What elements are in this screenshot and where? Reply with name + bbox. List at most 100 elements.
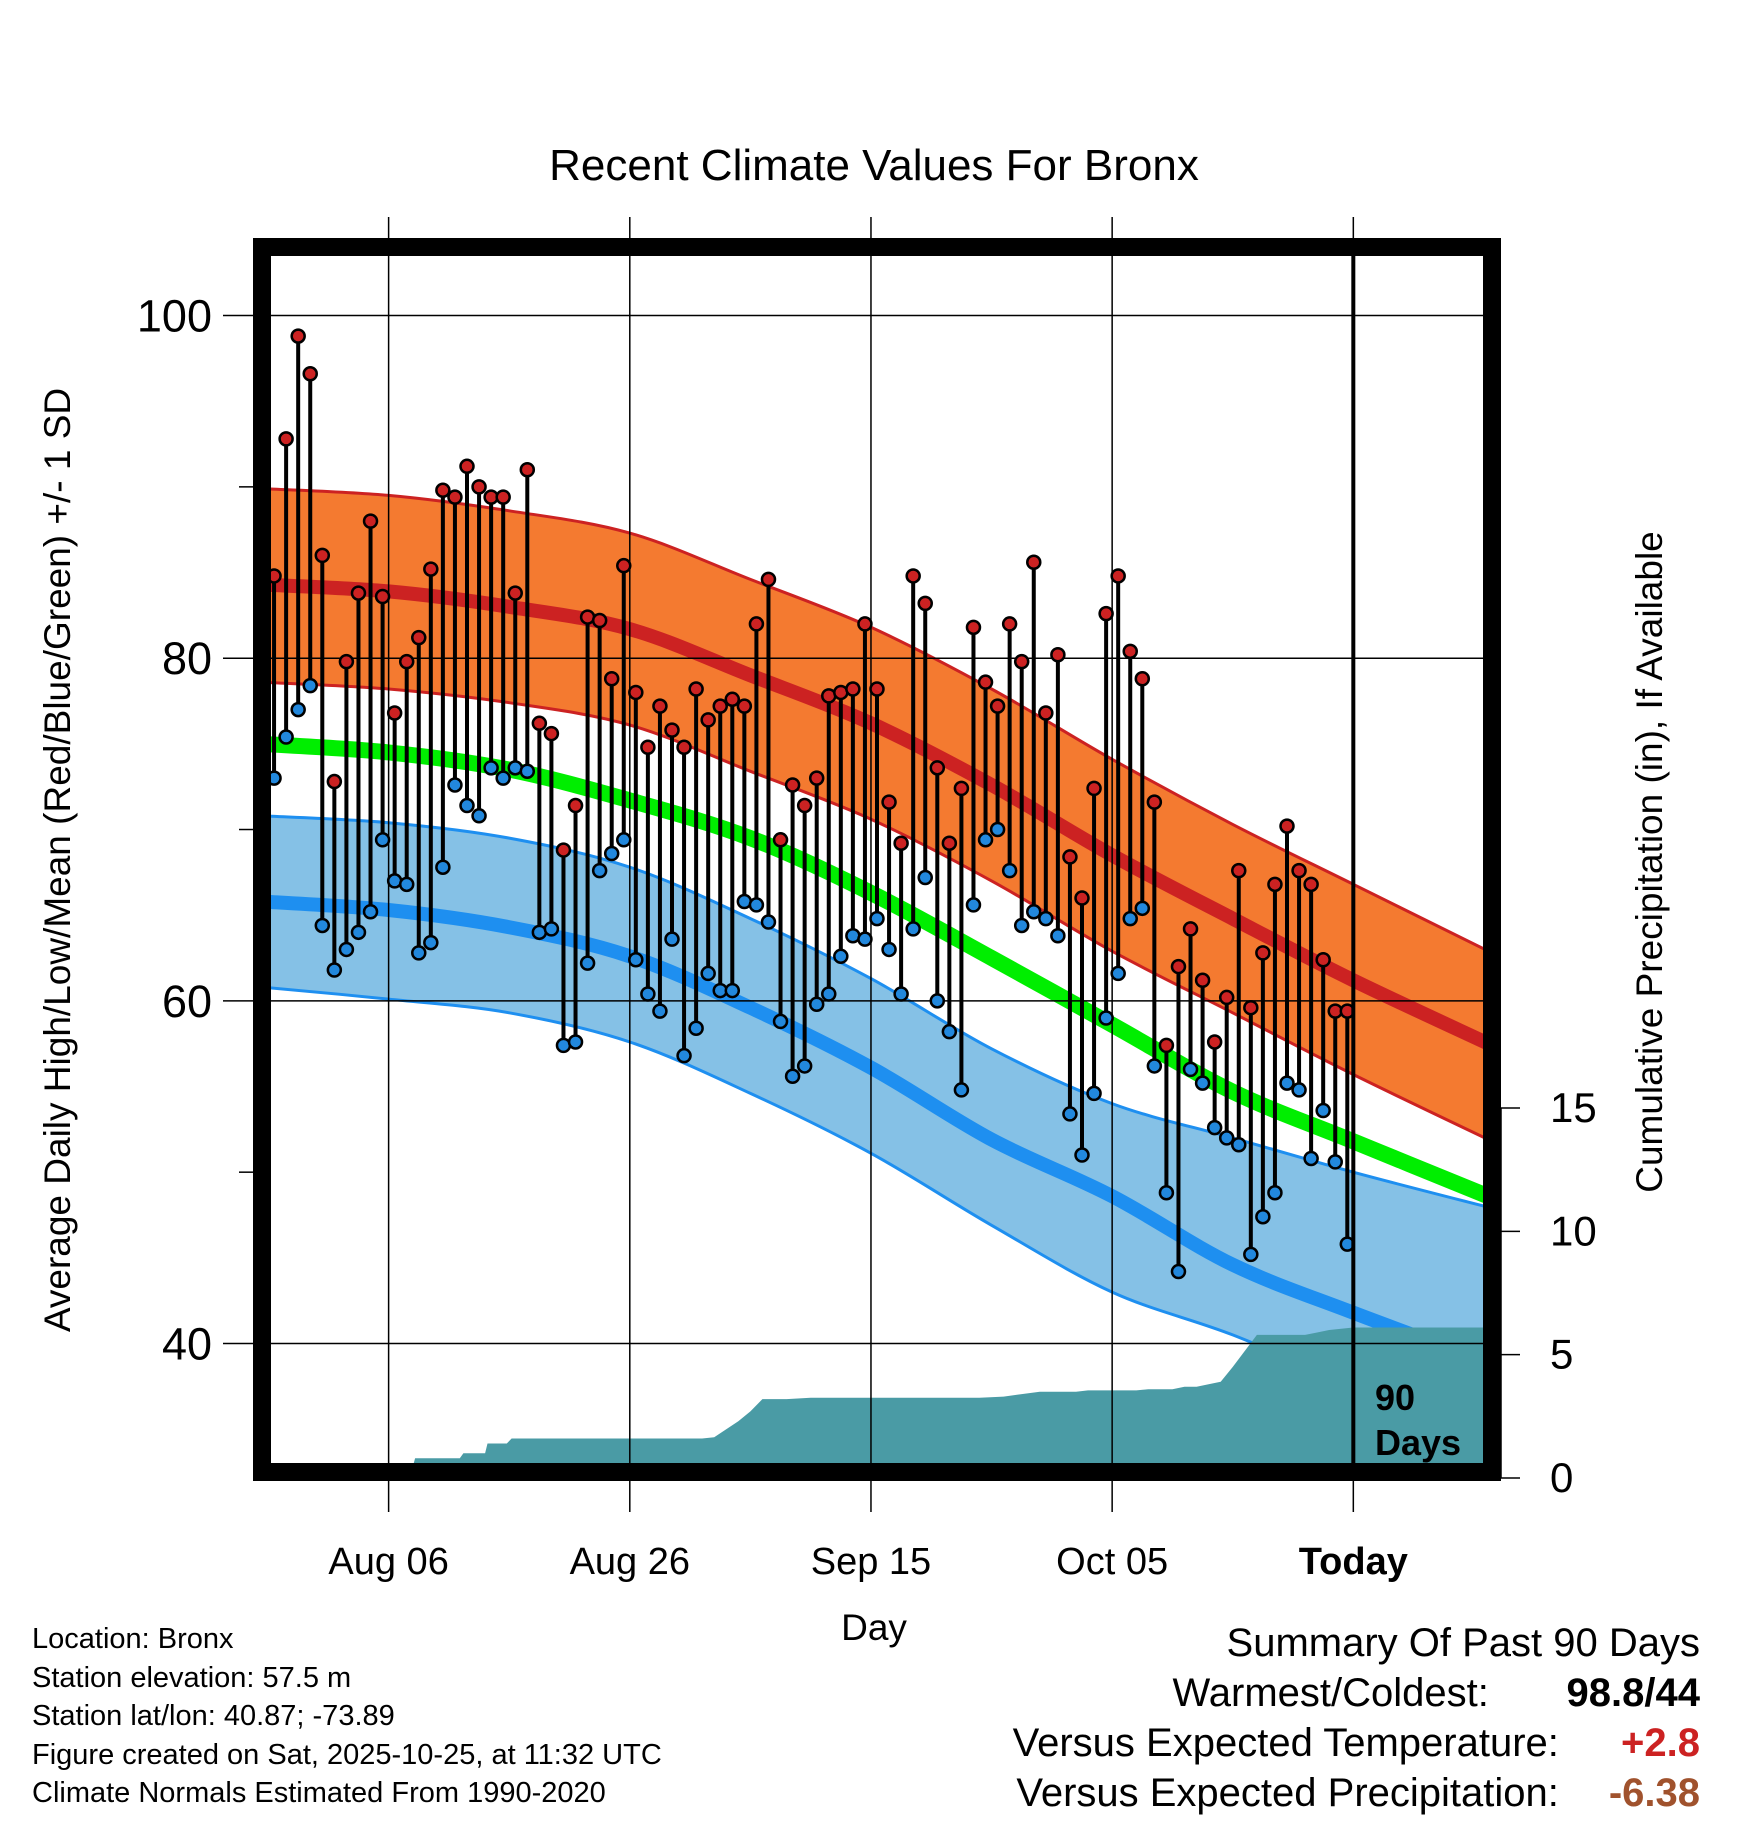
created-text: Figure created on Sat, 2025-10-25, at 11…	[32, 1738, 662, 1771]
daily-high-dot	[772, 832, 789, 848]
daily-low-dot	[1231, 1137, 1247, 1153]
y-axis-label: Average Daily High/Low/Mean (Red/Blue/Gr…	[37, 388, 78, 1332]
daily-high-dot	[1194, 972, 1211, 989]
latlon-text: Station lat/lon: 40.87; -73.89	[32, 1700, 395, 1732]
daily-low-dot	[652, 1003, 668, 1019]
daily-low-dot	[772, 1013, 789, 1030]
daily-high-dot	[869, 681, 885, 697]
daily-low-dot	[543, 921, 560, 937]
precipitation-anomaly-value: -6.38	[1608, 1771, 1700, 1815]
daily-low-dot	[1038, 910, 1054, 927]
daily-high-dot	[302, 366, 318, 382]
x-tick-label: Sep 15	[811, 1541, 931, 1583]
daily-high-dot	[1122, 643, 1138, 660]
daily-low-dot	[338, 941, 355, 958]
y2-tick-label: 0	[1550, 1454, 1573, 1501]
daily-low-dot	[603, 845, 620, 862]
daily-low-dot	[1218, 1130, 1235, 1146]
daily-high-dot	[688, 681, 704, 697]
daily-high-dot	[531, 715, 548, 732]
daily-high-dot	[1231, 862, 1247, 879]
daily-low-dot	[676, 1047, 692, 1064]
daily-low-dot	[616, 832, 632, 848]
daily-high-dot	[543, 725, 560, 742]
daily-low-dot	[784, 1068, 801, 1084]
daily-low-dot	[821, 986, 837, 1002]
daily-low-dot	[1086, 1085, 1102, 1102]
today-days-count: 90	[1375, 1377, 1415, 1418]
daily-low-dot	[857, 931, 873, 947]
daily-low-dot	[628, 951, 644, 968]
daily-low-dot	[869, 910, 885, 927]
daily-high-dot	[290, 328, 306, 344]
daily-high-dot	[724, 691, 741, 708]
daily-high-dot	[591, 612, 608, 629]
daily-low-dot	[1158, 1184, 1175, 1201]
daily-high-dot	[881, 794, 897, 810]
daily-low-dot	[362, 904, 379, 920]
daily-high-dot	[893, 835, 909, 851]
daily-range-bars	[266, 328, 1356, 1280]
daily-high-dot	[1206, 1034, 1223, 1050]
daily-low-dot	[893, 986, 909, 1002]
daily-high-dot	[435, 482, 451, 499]
daily-low-dot	[989, 821, 1006, 838]
daily-low-dot	[1062, 1106, 1078, 1122]
daily-high-dot	[338, 653, 355, 670]
normals-text: Climate Normals Estimated From 1990-2020	[32, 1777, 606, 1809]
low-temperature-band	[262, 815, 1492, 1447]
daily-high-dot	[1182, 921, 1199, 937]
daily-low-dot	[1206, 1119, 1223, 1136]
daily-low-dot	[302, 677, 318, 694]
daily-high-dot	[1001, 616, 1018, 632]
y-tick-label: 100	[137, 291, 212, 342]
daily-high-dot	[1086, 780, 1102, 797]
daily-high-dot	[845, 681, 861, 697]
temperature-anomaly-label: Versus Expected Temperature:	[1012, 1721, 1559, 1765]
daily-low-dot	[411, 945, 427, 961]
y-tick-label: 40	[162, 1319, 212, 1370]
daily-high-dot	[700, 712, 716, 728]
daily-low-dot	[314, 917, 331, 934]
daily-high-dot	[1110, 568, 1126, 584]
daily-high-dot	[1146, 794, 1163, 810]
daily-low-dot	[290, 701, 306, 718]
daily-high-dot	[760, 571, 777, 588]
daily-low-dot	[1013, 917, 1030, 934]
location-text: Location: Bronx	[32, 1623, 234, 1655]
daily-low-dot	[1001, 862, 1018, 879]
x-axis-label: Day	[841, 1607, 907, 1648]
daily-high-dot	[603, 670, 620, 687]
x-tick-label: Aug 26	[570, 1541, 690, 1583]
daily-high-dot	[1050, 647, 1066, 663]
daily-high-dot	[507, 585, 523, 601]
daily-low-dot	[953, 1082, 970, 1098]
daily-low-dot	[640, 986, 656, 1002]
daily-low-dot	[483, 760, 499, 776]
daily-high-dot	[1074, 890, 1090, 906]
chart-title: Recent Climate Values For Bronx	[549, 141, 1199, 190]
daily-high-dot	[374, 588, 391, 605]
daily-high-dot	[1013, 653, 1030, 670]
daily-high-dot	[628, 684, 644, 701]
daily-high-dot	[326, 773, 343, 790]
daily-low-dot	[1110, 965, 1126, 982]
daily-low-dot	[1315, 1102, 1331, 1119]
daily-low-dot	[423, 934, 439, 951]
daily-low-dot	[1026, 904, 1042, 920]
daily-low-dot	[1134, 900, 1151, 917]
daily-high-dot	[652, 698, 668, 714]
daily-low-dot	[1050, 927, 1066, 944]
y-tick-label: 60	[162, 976, 212, 1027]
daily-high-dot	[965, 619, 982, 636]
daily-low-dot	[941, 1023, 958, 1040]
daily-low-dot	[881, 941, 897, 958]
daily-low-dot	[447, 777, 463, 793]
daily-high-dot	[676, 739, 692, 756]
daily-low-dot	[1303, 1150, 1319, 1167]
daily-high-dot	[1098, 605, 1114, 622]
daily-high-dot	[616, 557, 632, 574]
daily-low-dot	[326, 962, 343, 978]
daily-low-dot	[796, 1058, 813, 1074]
elevation-text: Station elevation: 57.5 m	[32, 1661, 352, 1694]
